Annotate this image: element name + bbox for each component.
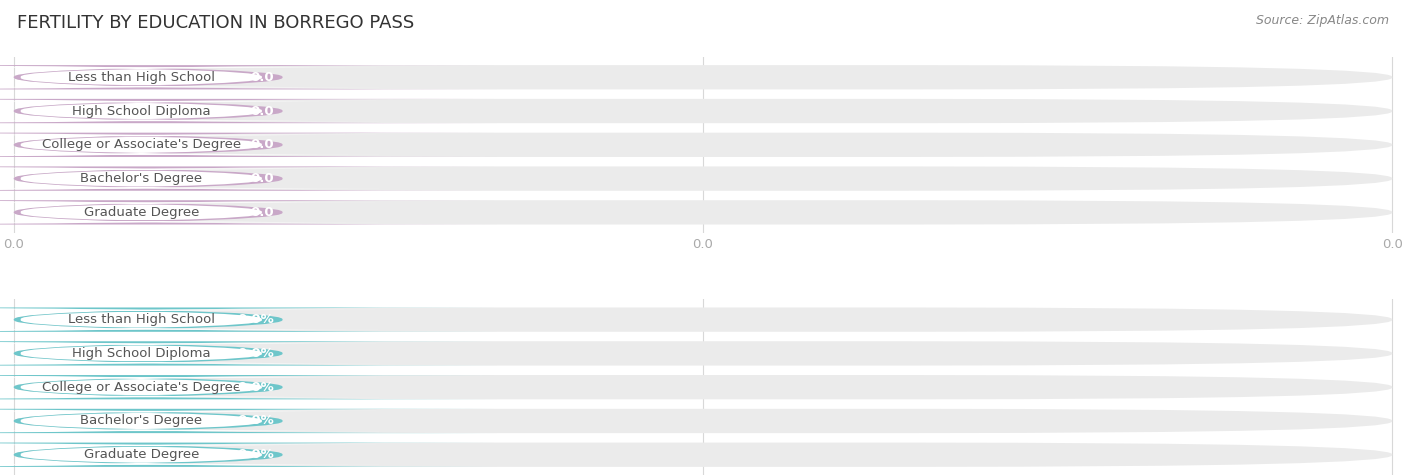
FancyBboxPatch shape <box>0 67 406 87</box>
Text: 0.0: 0.0 <box>250 104 274 117</box>
FancyBboxPatch shape <box>0 445 406 465</box>
Text: High School Diploma: High School Diploma <box>72 347 211 360</box>
FancyBboxPatch shape <box>14 307 1392 332</box>
Text: Less than High School: Less than High School <box>67 71 215 84</box>
Text: College or Associate's Degree: College or Associate's Degree <box>42 380 240 394</box>
FancyBboxPatch shape <box>0 135 406 155</box>
Text: Graduate Degree: Graduate Degree <box>83 448 200 461</box>
FancyBboxPatch shape <box>0 202 406 222</box>
Text: High School Diploma: High School Diploma <box>72 104 211 117</box>
FancyBboxPatch shape <box>0 307 496 332</box>
FancyBboxPatch shape <box>0 310 406 330</box>
FancyBboxPatch shape <box>0 169 406 189</box>
FancyBboxPatch shape <box>14 341 1392 366</box>
Text: 0.0%: 0.0% <box>238 448 274 461</box>
FancyBboxPatch shape <box>0 341 496 366</box>
Text: 0.0%: 0.0% <box>238 313 274 326</box>
Text: College or Associate's Degree: College or Associate's Degree <box>42 138 240 152</box>
FancyBboxPatch shape <box>0 375 496 399</box>
FancyBboxPatch shape <box>14 375 1392 399</box>
Text: 0.0: 0.0 <box>250 71 274 84</box>
FancyBboxPatch shape <box>0 166 496 191</box>
FancyBboxPatch shape <box>0 411 406 431</box>
Text: Bachelor's Degree: Bachelor's Degree <box>80 415 202 428</box>
Text: 0.0%: 0.0% <box>238 415 274 428</box>
Text: 0.0: 0.0 <box>250 206 274 219</box>
FancyBboxPatch shape <box>0 200 496 225</box>
Text: Bachelor's Degree: Bachelor's Degree <box>80 172 202 185</box>
FancyBboxPatch shape <box>14 166 1392 191</box>
FancyBboxPatch shape <box>0 99 496 123</box>
Text: FERTILITY BY EDUCATION IN BORREGO PASS: FERTILITY BY EDUCATION IN BORREGO PASS <box>17 14 415 32</box>
FancyBboxPatch shape <box>0 133 496 157</box>
FancyBboxPatch shape <box>0 65 496 89</box>
Text: 0.0: 0.0 <box>250 138 274 152</box>
FancyBboxPatch shape <box>14 200 1392 225</box>
FancyBboxPatch shape <box>0 377 406 397</box>
Text: Graduate Degree: Graduate Degree <box>83 206 200 219</box>
FancyBboxPatch shape <box>14 409 1392 433</box>
Text: 0.0: 0.0 <box>250 172 274 185</box>
FancyBboxPatch shape <box>14 133 1392 157</box>
FancyBboxPatch shape <box>0 101 406 121</box>
Text: Source: ZipAtlas.com: Source: ZipAtlas.com <box>1256 14 1389 27</box>
FancyBboxPatch shape <box>0 409 496 433</box>
Text: 0.0%: 0.0% <box>238 347 274 360</box>
FancyBboxPatch shape <box>0 343 406 363</box>
FancyBboxPatch shape <box>14 65 1392 89</box>
FancyBboxPatch shape <box>14 99 1392 123</box>
FancyBboxPatch shape <box>14 443 1392 467</box>
Text: Less than High School: Less than High School <box>67 313 215 326</box>
FancyBboxPatch shape <box>0 443 496 467</box>
Text: 0.0%: 0.0% <box>238 380 274 394</box>
